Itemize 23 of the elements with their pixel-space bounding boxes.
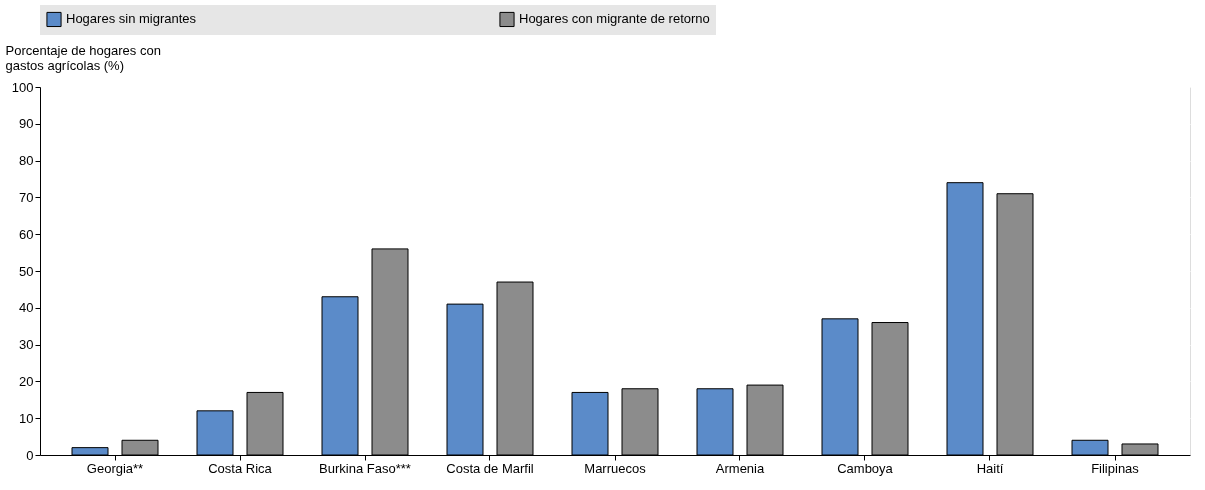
y-tick-label: 40 bbox=[19, 300, 34, 316]
y-tick-label: 30 bbox=[19, 337, 34, 353]
x-tick-label: Haití bbox=[976, 460, 1004, 476]
y-tick-label: 10 bbox=[19, 410, 34, 426]
legend-label: Hogares con migrante de retorno bbox=[519, 11, 710, 27]
y-tick-label: 50 bbox=[19, 263, 34, 279]
y-tick-label: 70 bbox=[19, 189, 34, 205]
y-tick-label: 60 bbox=[19, 226, 34, 242]
y-tick-label: 0 bbox=[26, 447, 34, 463]
y-tick-label: 100 bbox=[11, 79, 34, 95]
y-axis-title: Porcentaje de hogares con gastos agrícolas (%) bbox=[5, 42, 161, 73]
x-tick-label: Armenia bbox=[715, 460, 765, 476]
x-tick-label: Costa de Marfil bbox=[446, 460, 534, 476]
y-tick-label: 80 bbox=[19, 153, 34, 169]
x-tick-label: Filipinas bbox=[1091, 460, 1140, 476]
x-tick-label: Camboya bbox=[837, 460, 894, 476]
x-tick-label: Costa Rica bbox=[208, 460, 273, 476]
x-tick-label: Burkina Faso*** bbox=[319, 460, 411, 476]
x-tick-label: Marruecos bbox=[584, 460, 647, 476]
x-tick-label: Georgia** bbox=[86, 460, 144, 476]
y-tick-label: 90 bbox=[19, 116, 34, 132]
y-tick-label: 20 bbox=[19, 373, 34, 389]
legend-label: Hogares sin migrantes bbox=[66, 11, 197, 27]
